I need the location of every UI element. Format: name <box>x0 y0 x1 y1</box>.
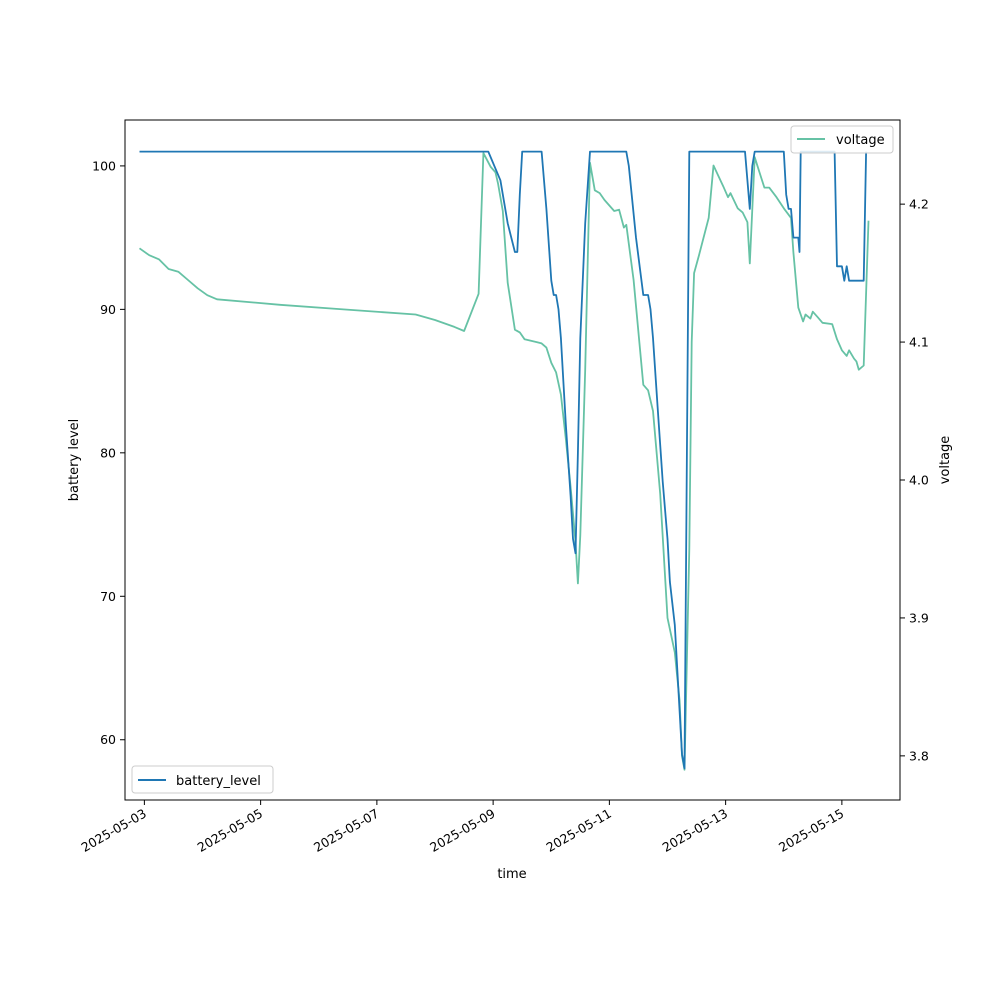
legend-battery: battery_level <box>131 765 274 794</box>
legend-voltage-box <box>790 125 894 154</box>
legend-battery-label: battery_level <box>176 774 261 789</box>
series-layer <box>138 150 870 771</box>
y-left-axis-title: battery level <box>67 419 82 502</box>
y-left-tick-label: 60 <box>100 732 116 747</box>
legend-voltage-label: voltage <box>836 133 885 148</box>
y-right-tick-label: 4.2 <box>909 197 929 212</box>
y-right-tick-label: 4.0 <box>909 473 929 488</box>
y-right-axis-title: voltage <box>938 436 953 485</box>
battery_level-line <box>139 150 867 770</box>
y-left-tick-label: 90 <box>100 302 116 317</box>
y-left-tick-label: 100 <box>92 158 116 173</box>
y-right-tick-label: 4.1 <box>909 335 929 350</box>
y-right-tick-label: 3.8 <box>909 748 929 763</box>
voltage-line <box>138 152 870 771</box>
legend-voltage: voltage <box>790 125 894 154</box>
y-left-tick-label: 70 <box>100 589 116 604</box>
plot-area-frame <box>124 119 901 801</box>
y-left-tick-label: 80 <box>100 445 116 460</box>
x-axis-title: time <box>497 867 526 882</box>
y-right-tick-label: 3.9 <box>909 610 929 625</box>
legend-battery-box <box>131 765 274 794</box>
